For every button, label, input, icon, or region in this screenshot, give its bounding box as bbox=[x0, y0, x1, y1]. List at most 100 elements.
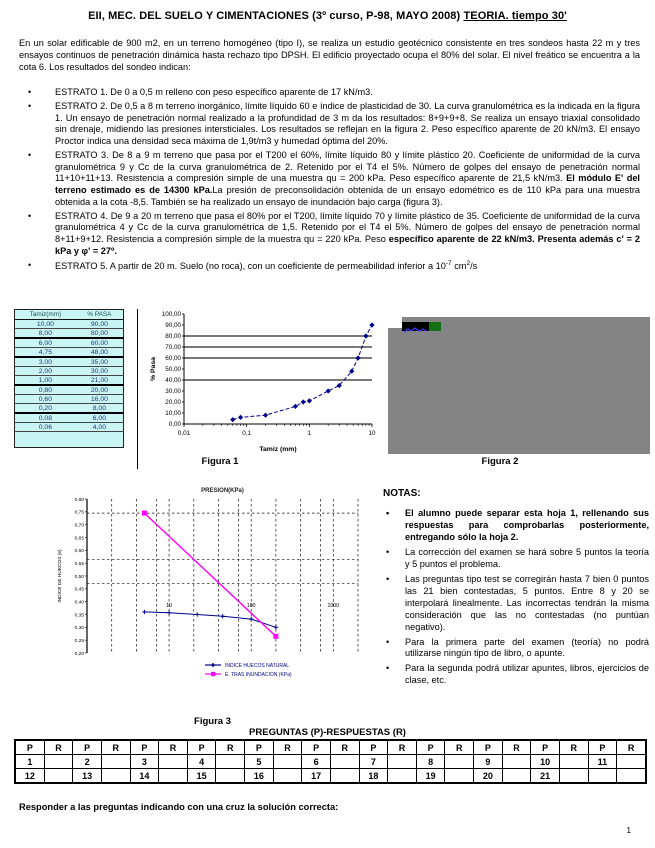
sieve-cell: 16,00 bbox=[75, 394, 124, 404]
sieve-row: 1,00 21,00 bbox=[14, 375, 124, 386]
svg-text:10: 10 bbox=[166, 603, 172, 609]
svg-text:0,00: 0,00 bbox=[169, 421, 182, 428]
pr-response-cell bbox=[501, 768, 532, 784]
pr-question-number-cell: 18 bbox=[358, 768, 389, 784]
sieve-cell: 30,00 bbox=[75, 366, 124, 376]
svg-text:0,65: 0,65 bbox=[75, 535, 85, 541]
intro-paragraph: En un solar edificable de 900 m2, en un … bbox=[19, 38, 640, 73]
pr-header-r: R bbox=[387, 739, 417, 755]
svg-text:0,45: 0,45 bbox=[75, 587, 85, 593]
sieve-cell: 0,06 bbox=[14, 422, 76, 432]
pr-header-p: P bbox=[415, 739, 446, 755]
text-segment: específico aparente de 22 kN/m3. Present… bbox=[55, 234, 640, 256]
figure2-thumbnail-black bbox=[402, 322, 429, 333]
svg-text:1000: 1000 bbox=[328, 603, 340, 609]
svg-text:PRESION(KPa): PRESION(KPa) bbox=[201, 488, 244, 494]
page-title: EII, MEC. DEL SUELO Y CIMENTACIONES (3º … bbox=[0, 10, 655, 22]
pr-response-cell bbox=[329, 768, 360, 784]
sieve-cell: 60,00 bbox=[75, 338, 124, 348]
text-segment: La presión de preconsolidación obtenida … bbox=[55, 185, 640, 207]
pr-response-cell bbox=[43, 768, 74, 784]
scribble-icon bbox=[403, 327, 428, 333]
svg-text:E. TRAS INUNDACION (KPa): E. TRAS INUNDACION (KPa) bbox=[225, 672, 292, 678]
sieve-row: 3,00 35,00 bbox=[14, 357, 124, 367]
pr-header-r: R bbox=[215, 739, 245, 755]
pr-response-cell bbox=[558, 754, 589, 769]
sieve-row: 0,06 4,00 bbox=[14, 422, 124, 432]
svg-text:0,1: 0,1 bbox=[242, 430, 251, 437]
pr-response-cell bbox=[616, 768, 647, 784]
pr-response-cell bbox=[272, 754, 303, 769]
sieve-cell: 4,75 bbox=[14, 347, 76, 358]
text-segment: /s bbox=[470, 260, 478, 271]
pr-response-cell bbox=[444, 754, 474, 769]
svg-text:70,00: 70,00 bbox=[165, 344, 181, 351]
pr-header-r: R bbox=[616, 739, 647, 755]
pr-response-cell bbox=[501, 754, 532, 769]
sieve-cell: 6,00 bbox=[14, 338, 76, 348]
svg-text:0,70: 0,70 bbox=[75, 522, 85, 528]
sieve-row bbox=[14, 431, 124, 448]
svg-text:INDICE HUECOS NATURAL: INDICE HUECOS NATURAL bbox=[225, 663, 289, 669]
pr-header-r: R bbox=[501, 739, 532, 755]
text-segment: ESTRATO 2. De 0,5 a 8 m terreno inorgáni… bbox=[55, 100, 640, 147]
pr-response-cell bbox=[329, 754, 360, 769]
pr-question-number-cell: 3 bbox=[129, 754, 160, 769]
figure2-caption: Figura 2 bbox=[481, 456, 519, 467]
pr-response-cell bbox=[158, 768, 188, 784]
svg-text:0,80: 0,80 bbox=[75, 497, 85, 503]
sieve-row: 10,00 90,00 bbox=[14, 319, 124, 329]
sieve-table: Tamiz(mm)% PASA 10,00 90,00 8,00 80,00 6,00 60… bbox=[14, 309, 124, 448]
pr-question-number-cell: 2 bbox=[72, 754, 102, 769]
pr-header-p: P bbox=[530, 739, 560, 755]
svg-text:90,00: 90,00 bbox=[165, 322, 181, 329]
pr-question-number-cell: 14 bbox=[129, 768, 160, 784]
pr-response-cell bbox=[215, 754, 245, 769]
pr-question-number-cell: 16 bbox=[244, 768, 274, 784]
granulometric-curve-svg: 0,00 10,00 20,00 30,00 40,00 50,00 60,00 70,00 8… bbox=[150, 311, 376, 453]
page-number: 1 bbox=[626, 826, 631, 835]
sieve-row: 0,80 20,00 bbox=[14, 385, 124, 395]
notas-list: El alumno puede separar esta hoja 1, rel… bbox=[383, 508, 649, 687]
estrato-item: ESTRATO 5. A partir de 20 m. Suelo (no r… bbox=[19, 260, 640, 273]
pr-header-p: P bbox=[473, 739, 503, 755]
estrato-item: ESTRATO 3. De 8 a 9 m terreno que pasa p… bbox=[19, 150, 640, 209]
svg-text:10: 10 bbox=[368, 430, 376, 437]
sieve-header-cell: Tamiz(mm) bbox=[14, 309, 76, 320]
sieve-row: 4,75 48,00 bbox=[14, 347, 124, 358]
sieve-cell: 10,00 bbox=[14, 319, 76, 329]
pr-question-number-cell: 11 bbox=[587, 754, 618, 769]
column-divider bbox=[137, 309, 138, 469]
svg-text:40,00: 40,00 bbox=[165, 377, 181, 384]
pr-question-number-cell: 7 bbox=[358, 754, 389, 769]
instruction-line: Responder a las preguntas indicando con … bbox=[19, 802, 339, 812]
estrato-item: ESTRATO 1. De 0 a 0,5 m relleno con peso… bbox=[19, 87, 640, 99]
oedometer-chart-svg: 0,80 0,75 0,70 0,65 0,60 0,55 0,50 0,45 0,40 0,35… bbox=[57, 488, 359, 678]
text-segment: 2 bbox=[466, 259, 471, 267]
pr-response-cell bbox=[158, 754, 188, 769]
sieve-cell bbox=[75, 431, 124, 448]
sieve-cell: 8,00 bbox=[14, 328, 76, 339]
svg-text:Tamiz (mm): Tamiz (mm) bbox=[259, 446, 296, 453]
svg-text:0,60: 0,60 bbox=[75, 548, 85, 554]
sieve-cell: 4,00 bbox=[75, 422, 124, 432]
estrato-item: ESTRATO 2. De 0,5 a 8 m terreno inorgáni… bbox=[19, 101, 640, 148]
text-segment: El módulo E' del terreno estimado es de … bbox=[55, 173, 640, 196]
pr-response-cell bbox=[558, 768, 589, 784]
pr-header-p: P bbox=[14, 739, 45, 755]
pr-response-cell bbox=[616, 754, 647, 769]
svg-text:100: 100 bbox=[247, 603, 256, 609]
svg-text:0,35: 0,35 bbox=[75, 612, 85, 618]
svg-text:20,00: 20,00 bbox=[165, 399, 181, 406]
svg-text:0,20: 0,20 bbox=[75, 651, 85, 657]
text-segment: ESTRATO 5. A partir de 20 m. Suelo (no r… bbox=[55, 260, 446, 271]
svg-text:% Pasa: % Pasa bbox=[150, 357, 157, 381]
pr-header-p: P bbox=[301, 739, 331, 755]
pr-response-cell bbox=[387, 768, 417, 784]
svg-text:0,55: 0,55 bbox=[75, 561, 85, 567]
pr-question-number-cell: 4 bbox=[186, 754, 217, 769]
nota-item: Las preguntas tipo test se corregirán ha… bbox=[383, 574, 649, 634]
svg-text:60,00: 60,00 bbox=[165, 355, 181, 362]
pr-response-cell bbox=[272, 768, 303, 784]
